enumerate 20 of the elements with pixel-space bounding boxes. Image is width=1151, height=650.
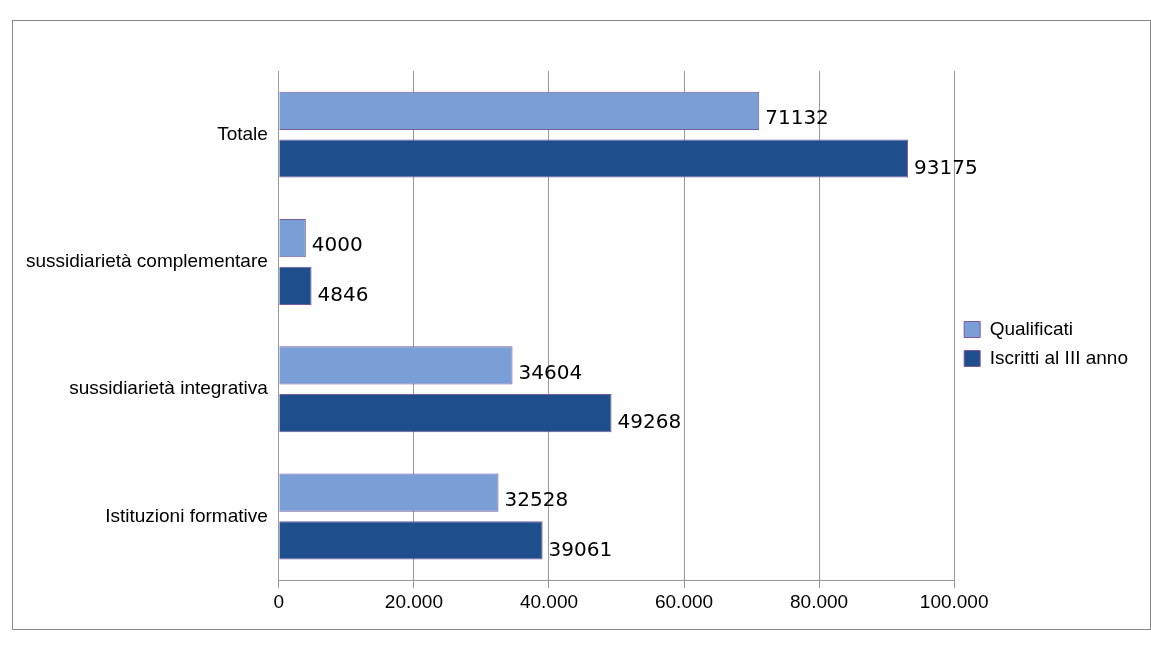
- data-label: 39061: [548, 536, 613, 561]
- data-label: 4846: [317, 282, 369, 307]
- legend-label: Iscritti al III anno: [989, 346, 1129, 368]
- y-tick-label: Istituzioni formative: [105, 504, 268, 526]
- legend-label: Qualificati: [989, 317, 1074, 339]
- x-tick-label: 20.000: [384, 590, 443, 612]
- data-label: 34604: [518, 359, 583, 384]
- data-label: 4000: [311, 232, 363, 257]
- x-tick-label: 80.000: [790, 590, 849, 612]
- y-tick-label: sussidiarietà integrativa: [69, 377, 269, 399]
- x-tick-label: 100.000: [919, 590, 989, 612]
- x-tick-label: 0: [273, 590, 285, 612]
- y-tick-label: Totale: [217, 122, 268, 144]
- data-label: 32528: [504, 486, 569, 511]
- x-tick-label: 60.000: [654, 590, 714, 612]
- data-label: 93175: [914, 154, 978, 179]
- x-tick-label: 40.000: [519, 590, 579, 612]
- data-label: 49268: [617, 409, 682, 434]
- data-label: 71132: [765, 104, 829, 129]
- y-tick-label: sussidiarietà complementare: [25, 250, 268, 272]
